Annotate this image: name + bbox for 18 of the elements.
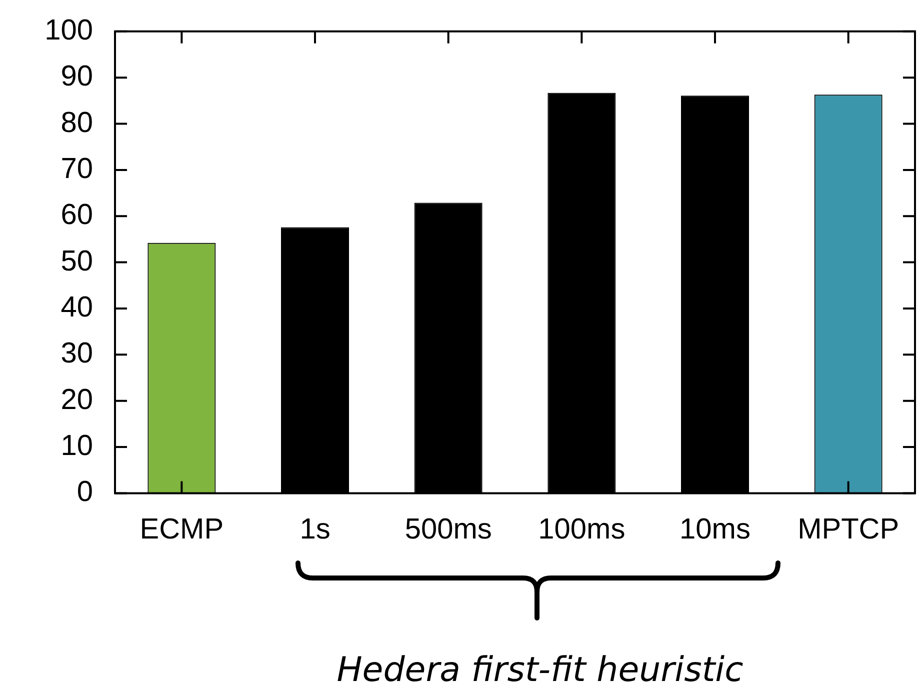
x-tick-label: 1s	[300, 514, 330, 546]
x-tick-label: MPTCP	[798, 514, 900, 546]
y-tick-label: 70	[60, 152, 93, 185]
y-tick-label: 60	[60, 199, 93, 232]
y-tick-label: 90	[60, 60, 93, 93]
y-tick-label: 100	[44, 14, 93, 46]
y-tick-label: 30	[60, 338, 93, 370]
y-tick-label: 10	[60, 430, 93, 462]
x-tick-label: 10ms	[680, 514, 750, 546]
x-tick-label: 500ms	[404, 514, 492, 546]
y-tick-label: 0	[76, 476, 93, 508]
x-tick-label: 100ms	[538, 514, 626, 546]
y-tick-label: 40	[60, 291, 93, 324]
y-tick-label: 80	[60, 106, 93, 139]
y-tick-label: 50	[60, 245, 93, 278]
y-tick-label: 20	[60, 384, 93, 416]
x-tick-label: ECMP	[140, 514, 224, 546]
text: Hedera first-fit heuristic	[336, 650, 744, 690]
